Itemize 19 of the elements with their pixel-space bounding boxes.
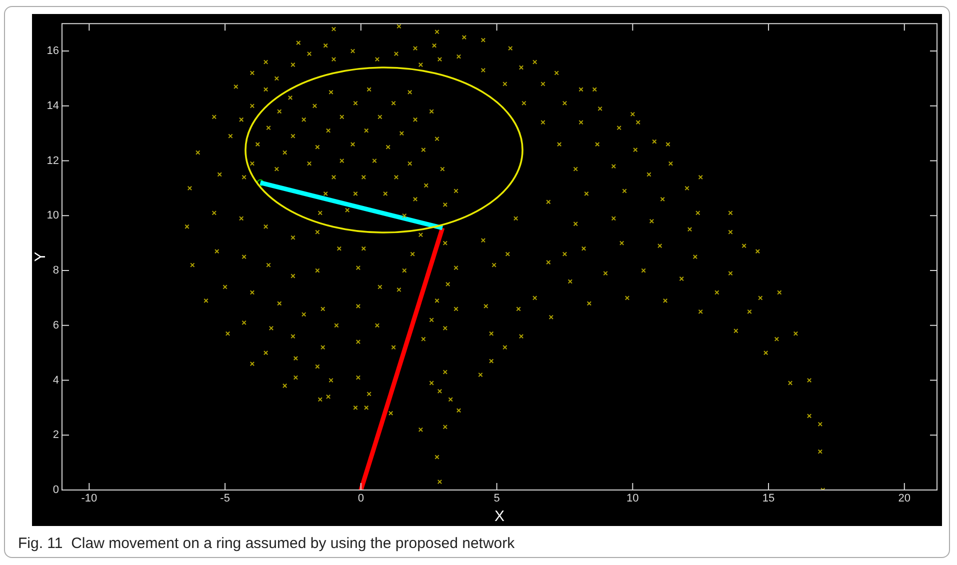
x-axis-title: X	[494, 508, 505, 526]
x-tick-label: 0	[358, 492, 364, 505]
x-tick-label: 15	[762, 492, 775, 505]
x-tick-label: -5	[220, 492, 230, 505]
y-tick-label: 2	[52, 429, 59, 442]
y-tick-label: 4	[52, 374, 59, 386]
x-tick-label: 5	[494, 492, 500, 505]
y-tick-label: 6	[52, 319, 59, 332]
y-tick-label: 0	[52, 484, 59, 496]
y-tick-label: 8	[52, 264, 59, 277]
x-tick-label: 10	[626, 492, 639, 505]
y-axis-title: Y	[32, 252, 50, 262]
y-tick-label: 14	[46, 100, 59, 112]
x-tick-label: -10	[81, 492, 98, 505]
x-tick-label: 20	[898, 492, 911, 505]
y-tick-label: 16	[46, 45, 59, 58]
y-tick-label: 10	[46, 210, 59, 222]
y-tick-label: 12	[46, 154, 59, 167]
caption: Fig. 11 Claw movement on a ring assumed by using the proposed network	[18, 535, 515, 552]
